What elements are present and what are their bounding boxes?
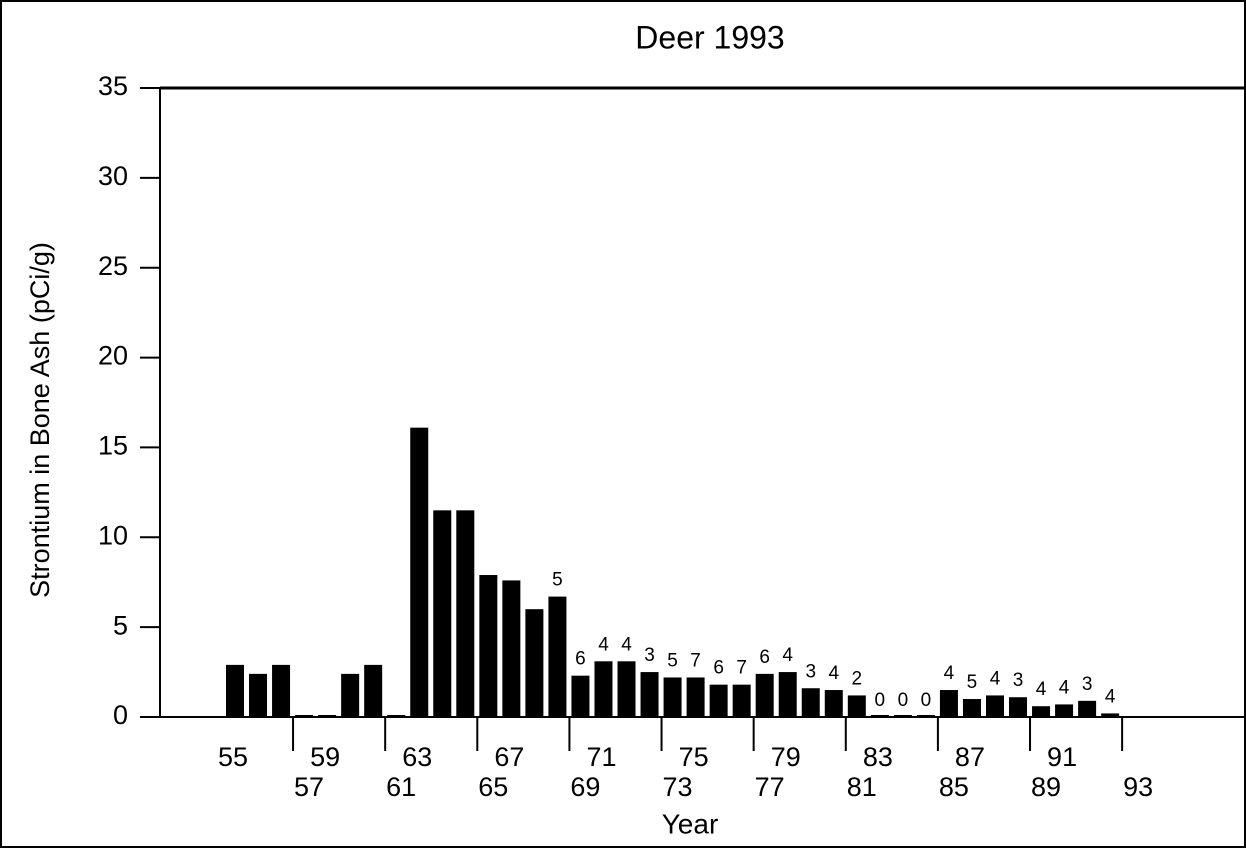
sample-count: 4 (1059, 677, 1070, 698)
bar (479, 575, 498, 717)
bar (410, 427, 429, 717)
bar (364, 664, 383, 717)
sample-count: 4 (782, 645, 793, 666)
bar (755, 673, 774, 717)
bar (801, 688, 820, 717)
bar (548, 596, 567, 717)
sample-count: 6 (575, 649, 586, 670)
x-tick-label: 75 (679, 742, 709, 772)
sample-count: 4 (598, 634, 609, 655)
x-tick-label: 87 (955, 742, 985, 772)
sample-count: 3 (1082, 674, 1093, 695)
x-tick-label: 59 (310, 742, 340, 772)
sample-count: 2 (852, 668, 863, 689)
y-tick-label: 10 (98, 520, 128, 550)
sample-count: 4 (944, 663, 955, 684)
y-tick-label: 35 (98, 71, 128, 101)
sample-count: 0 (898, 690, 909, 711)
bar (1078, 700, 1097, 717)
y-tick-label: 20 (98, 341, 128, 371)
bar (870, 715, 889, 717)
y-axis-label: Strontium in Bone Ash (pCi/g) (25, 242, 55, 598)
bar (1032, 706, 1051, 717)
bar (640, 672, 659, 717)
x-tick-label: 69 (570, 772, 600, 802)
x-tick-label: 57 (294, 772, 324, 802)
bar (709, 684, 728, 717)
sample-count: 4 (990, 668, 1001, 689)
bar (525, 609, 544, 717)
bar (916, 715, 935, 717)
bar (824, 690, 843, 717)
y-tick-label: 25 (98, 251, 128, 281)
x-tick-label: 65 (478, 772, 508, 802)
bar (778, 672, 797, 717)
sample-count: 3 (644, 645, 655, 666)
bar (1055, 704, 1074, 717)
sample-count: 3 (805, 661, 816, 682)
bar (1009, 697, 1028, 717)
bar (318, 715, 337, 717)
x-tick-label: 77 (755, 772, 785, 802)
bar (893, 715, 912, 717)
bar (617, 661, 636, 717)
sample-count: 4 (621, 634, 632, 655)
sample-count: 4 (1105, 686, 1116, 707)
bar (433, 510, 452, 717)
bar (663, 677, 682, 717)
bar (249, 673, 268, 717)
x-tick-label: 85 (939, 772, 969, 802)
sample-count: 5 (967, 672, 978, 693)
x-tick-label: 83 (863, 742, 893, 772)
bar (341, 673, 360, 717)
sample-count: 5 (552, 570, 563, 591)
sample-count: 0 (875, 690, 886, 711)
x-tick-label: 55 (218, 742, 248, 772)
x-tick-label: 89 (1031, 772, 1061, 802)
x-tick-label: 91 (1047, 742, 1077, 772)
x-tick-label: 61 (386, 772, 416, 802)
y-tick-label: 30 (98, 161, 128, 191)
bar (732, 684, 751, 717)
bar (571, 675, 590, 717)
sample-count: 7 (690, 650, 701, 671)
bar (594, 661, 613, 717)
bar (387, 715, 406, 717)
x-tick-label: 71 (586, 742, 616, 772)
y-tick-label: 15 (98, 431, 128, 461)
bar (1101, 713, 1120, 717)
sample-count: 5 (667, 650, 678, 671)
bar (985, 695, 1004, 717)
sample-count: 3 (1013, 670, 1024, 691)
sample-count: 6 (713, 658, 724, 679)
bar (226, 664, 244, 717)
x-tick-label: 63 (402, 742, 432, 772)
x-tick-label: 73 (663, 772, 693, 802)
bar (962, 699, 981, 717)
x-tick-label: 79 (771, 742, 801, 772)
y-tick-label: 5 (113, 610, 128, 640)
x-tick-label: 81 (847, 772, 877, 802)
bar (847, 695, 866, 717)
bar (456, 510, 475, 717)
x-tick-label: 93 (1123, 772, 1153, 802)
bar (272, 664, 291, 717)
sample-count: 0 (921, 690, 932, 711)
x-axis-label: Year (662, 808, 719, 839)
bar (295, 715, 314, 717)
x-tick-label: 67 (494, 742, 524, 772)
y-tick-label: 0 (113, 700, 128, 730)
sample-count: 4 (828, 663, 839, 684)
bar (686, 677, 705, 717)
chart-title: Deer 1993 (635, 19, 784, 55)
bar (939, 690, 958, 717)
sample-count: 7 (736, 658, 747, 679)
sample-count: 4 (1036, 679, 1047, 700)
bar (502, 580, 521, 717)
sample-count: 6 (759, 647, 770, 668)
